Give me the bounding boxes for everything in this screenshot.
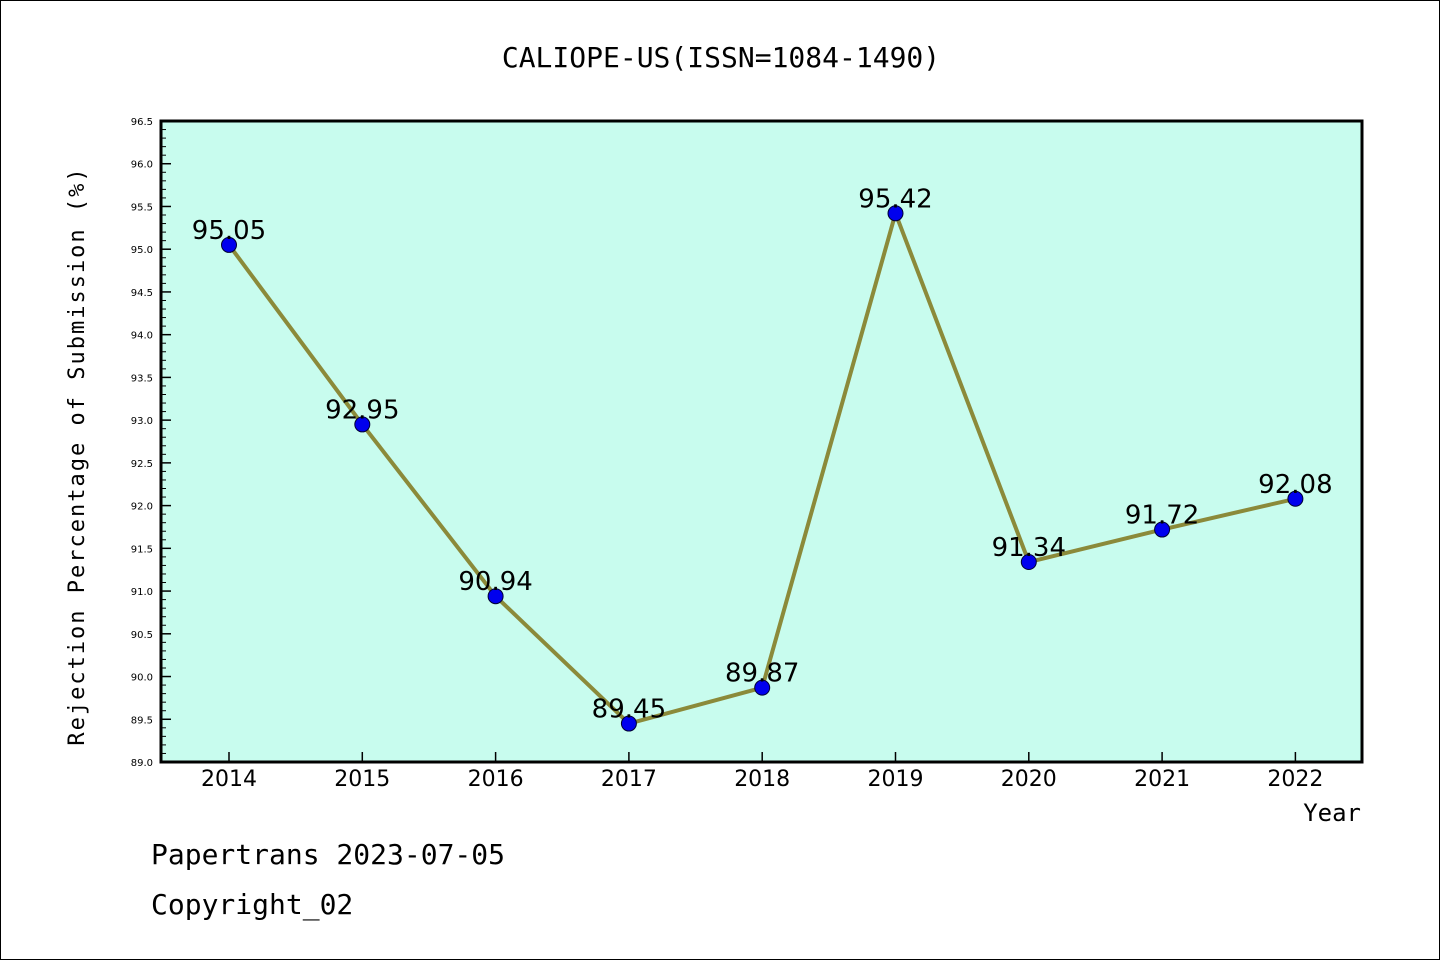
x-tick-label: 2018	[734, 767, 790, 792]
y-tick-label: 96.5	[131, 117, 153, 128]
data-label: 89.87	[725, 659, 799, 689]
x-axis-ticks: 2014 2015 2016 2017 2018 2019 2020 2021 2022	[201, 752, 1323, 792]
x-tick-label: 2021	[1134, 767, 1190, 792]
y-tick-label: 93.0	[131, 416, 153, 427]
y-axis-label: Rejection Percentage of Submission (%)	[65, 166, 90, 745]
x-tick-label: 2020	[1001, 767, 1057, 792]
y-tick-label: 91.0	[131, 587, 153, 598]
data-labels-layer: 95.05 92.95 90.94 89.45 89.87 95.42 91.34 91.72…	[192, 184, 1333, 724]
data-label: 95.42	[858, 184, 932, 214]
data-point	[887, 205, 904, 222]
plot-area	[161, 121, 1362, 762]
data-label: 91.72	[1125, 501, 1199, 531]
y-tick-label: 94.5	[131, 288, 153, 299]
y-tick-label: 96.0	[131, 160, 153, 171]
data-label: 91.34	[992, 533, 1066, 563]
data-point	[221, 236, 237, 253]
data-point	[354, 416, 371, 433]
data-label: 89.45	[592, 695, 666, 725]
data-point	[1154, 521, 1171, 538]
x-tick-label: 2022	[1267, 767, 1323, 792]
y-tick-label: 92.0	[131, 502, 153, 513]
y-tick-label: 91.5	[131, 544, 153, 555]
y-tick-label: 95.5	[131, 202, 153, 213]
chart-title: CALIOPE-US(ISSN=1084-1490)	[502, 41, 940, 74]
y-axis-ticks: 89.0 89.5 90.0 90.5 91.0 91.5 92.0 92.5 93.0 93.5…	[131, 117, 171, 769]
x-tick-label: 2017	[601, 767, 657, 792]
y-tick-label: 92.5	[131, 459, 153, 470]
x-tick-label: 2015	[334, 767, 390, 792]
x-tick-label: 2016	[468, 767, 524, 792]
y-tick-label: 89.5	[131, 715, 153, 726]
data-label: 95.05	[192, 216, 266, 246]
y-tick-label: 94.0	[131, 331, 153, 342]
y-tick-label: 90.5	[131, 630, 153, 641]
x-tick-label: 2014	[201, 767, 257, 792]
x-tick-label: 2019	[868, 767, 924, 792]
footer-date-text: Papertrans 2023-07-05	[151, 838, 505, 871]
markers-layer	[221, 205, 1304, 732]
y-tick-label: 93.5	[131, 373, 153, 384]
plot-border	[159, 119, 1364, 764]
data-point	[1287, 490, 1304, 507]
data-point	[754, 679, 771, 696]
y-tick-label: 90.0	[131, 673, 153, 684]
footer-copyright-text: Copyright_02	[151, 888, 353, 922]
data-point	[620, 715, 637, 732]
data-label: 90.94	[458, 567, 532, 597]
data-point	[487, 588, 504, 605]
y-tick-label: 95.0	[131, 245, 153, 256]
data-label: 92.95	[325, 395, 399, 425]
data-label: 92.08	[1258, 470, 1332, 500]
x-axis-label: Year	[1303, 799, 1361, 827]
y-tick-label: 89.0	[131, 758, 153, 769]
data-point	[1020, 554, 1037, 571]
